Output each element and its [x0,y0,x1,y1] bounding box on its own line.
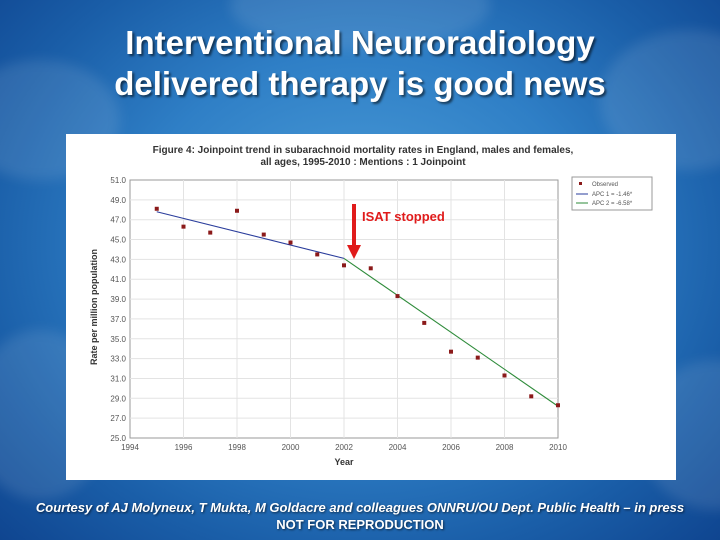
x-tick-label: 2000 [282,443,300,452]
legend-fit-label-2: APC 2 = -6.58* [592,201,633,207]
observed-point-2000 [288,240,293,245]
y-tick-label: 41.0 [110,275,126,284]
y-tick-label: 25.0 [110,434,126,443]
y-tick-label: 31.0 [110,374,126,383]
annotation-label: ISAT stopped [362,209,445,224]
y-tick-label: 35.0 [110,335,126,344]
observed-point-2008 [502,373,507,378]
observed-point-2010 [556,403,560,408]
x-tick-label: 1994 [121,443,139,452]
observed-point-2006 [449,349,453,354]
y-tick-label: 49.0 [110,196,126,205]
x-tick-label: 2004 [389,443,407,452]
x-axis-label: Year [334,457,354,467]
y-tick-label: 37.0 [110,315,126,324]
legend-observed-marker [579,182,582,185]
isat-annotation: ISAT stopped [347,204,445,259]
observed-point-2004 [395,294,400,299]
observed-points [154,206,560,408]
fit-line-segment-1 [156,211,345,259]
credit-text: Courtesy of AJ Molyneux, T Mukta, M Gold… [35,500,685,515]
x-tick-label: 1996 [175,443,193,452]
legend-box [571,176,653,211]
observed-point-2001 [315,252,320,257]
legend-fit-label-1: APC 1 = -1.46* [592,192,633,198]
legend: Observed APC 1 = -1.46* APC 2 = -6.58* [571,176,653,211]
y-tick-label: 51.0 [110,176,126,185]
y-tick-label: 47.0 [110,216,126,225]
y-tick-label: 43.0 [110,255,126,264]
chart-title-line-1: Figure 4: Joinpoint trend in subarachnoi… [153,145,574,156]
observed-point-2007 [475,355,480,360]
notice-text: NOT FOR REPRODUCTION [276,517,444,532]
fit-lines [156,211,559,407]
legend-observed-label: Observed [592,182,618,188]
x-tick-label: 1998 [228,443,246,452]
slide-title-line-2: delivered therapy is good news [114,65,606,102]
y-tick-label: 29.0 [110,394,126,403]
observed-point-2009 [529,394,534,399]
slide-title: Interventional Neuroradiology delivered … [0,22,720,104]
annotation-arrow-head [347,245,361,259]
observed-point-2002 [342,263,346,268]
x-tick-label: 2010 [549,443,567,452]
x-tick-label: 2008 [496,443,514,452]
y-tick-label: 27.0 [110,414,126,423]
x-tick-label: 2002 [335,443,353,452]
observed-point-1998 [235,208,239,213]
observed-point-2005 [422,320,427,325]
y-tick-label: 45.0 [110,236,126,245]
observed-point-1996 [181,224,186,229]
plot-area: 25.0 27.0 29.0 31.0 33.0 35.0 37.0 39.0 41.0 43.0… [110,176,567,452]
chart-figure: Figure 4: Joinpoint trend in subarachnoi… [66,134,676,480]
observed-point-1997 [208,230,213,235]
chart-title-line-2: all ages, 1995-2010 : Mentions : 1 Joinp… [260,157,466,168]
joinpoint-chart: Figure 4: Joinpoint trend in subarachnoi… [89,145,653,467]
observed-point-2003 [368,266,373,271]
observed-point-1995 [154,206,159,211]
observed-point-1999 [261,232,266,237]
y-axis-label: Rate per million population [89,249,99,365]
fit-line-segment-2 [343,257,559,407]
slide-title-line-1: Interventional Neuroradiology [125,24,595,61]
x-tick-label: 2006 [442,443,460,452]
y-tick-label: 39.0 [110,295,126,304]
y-tick-label: 33.0 [110,355,126,364]
